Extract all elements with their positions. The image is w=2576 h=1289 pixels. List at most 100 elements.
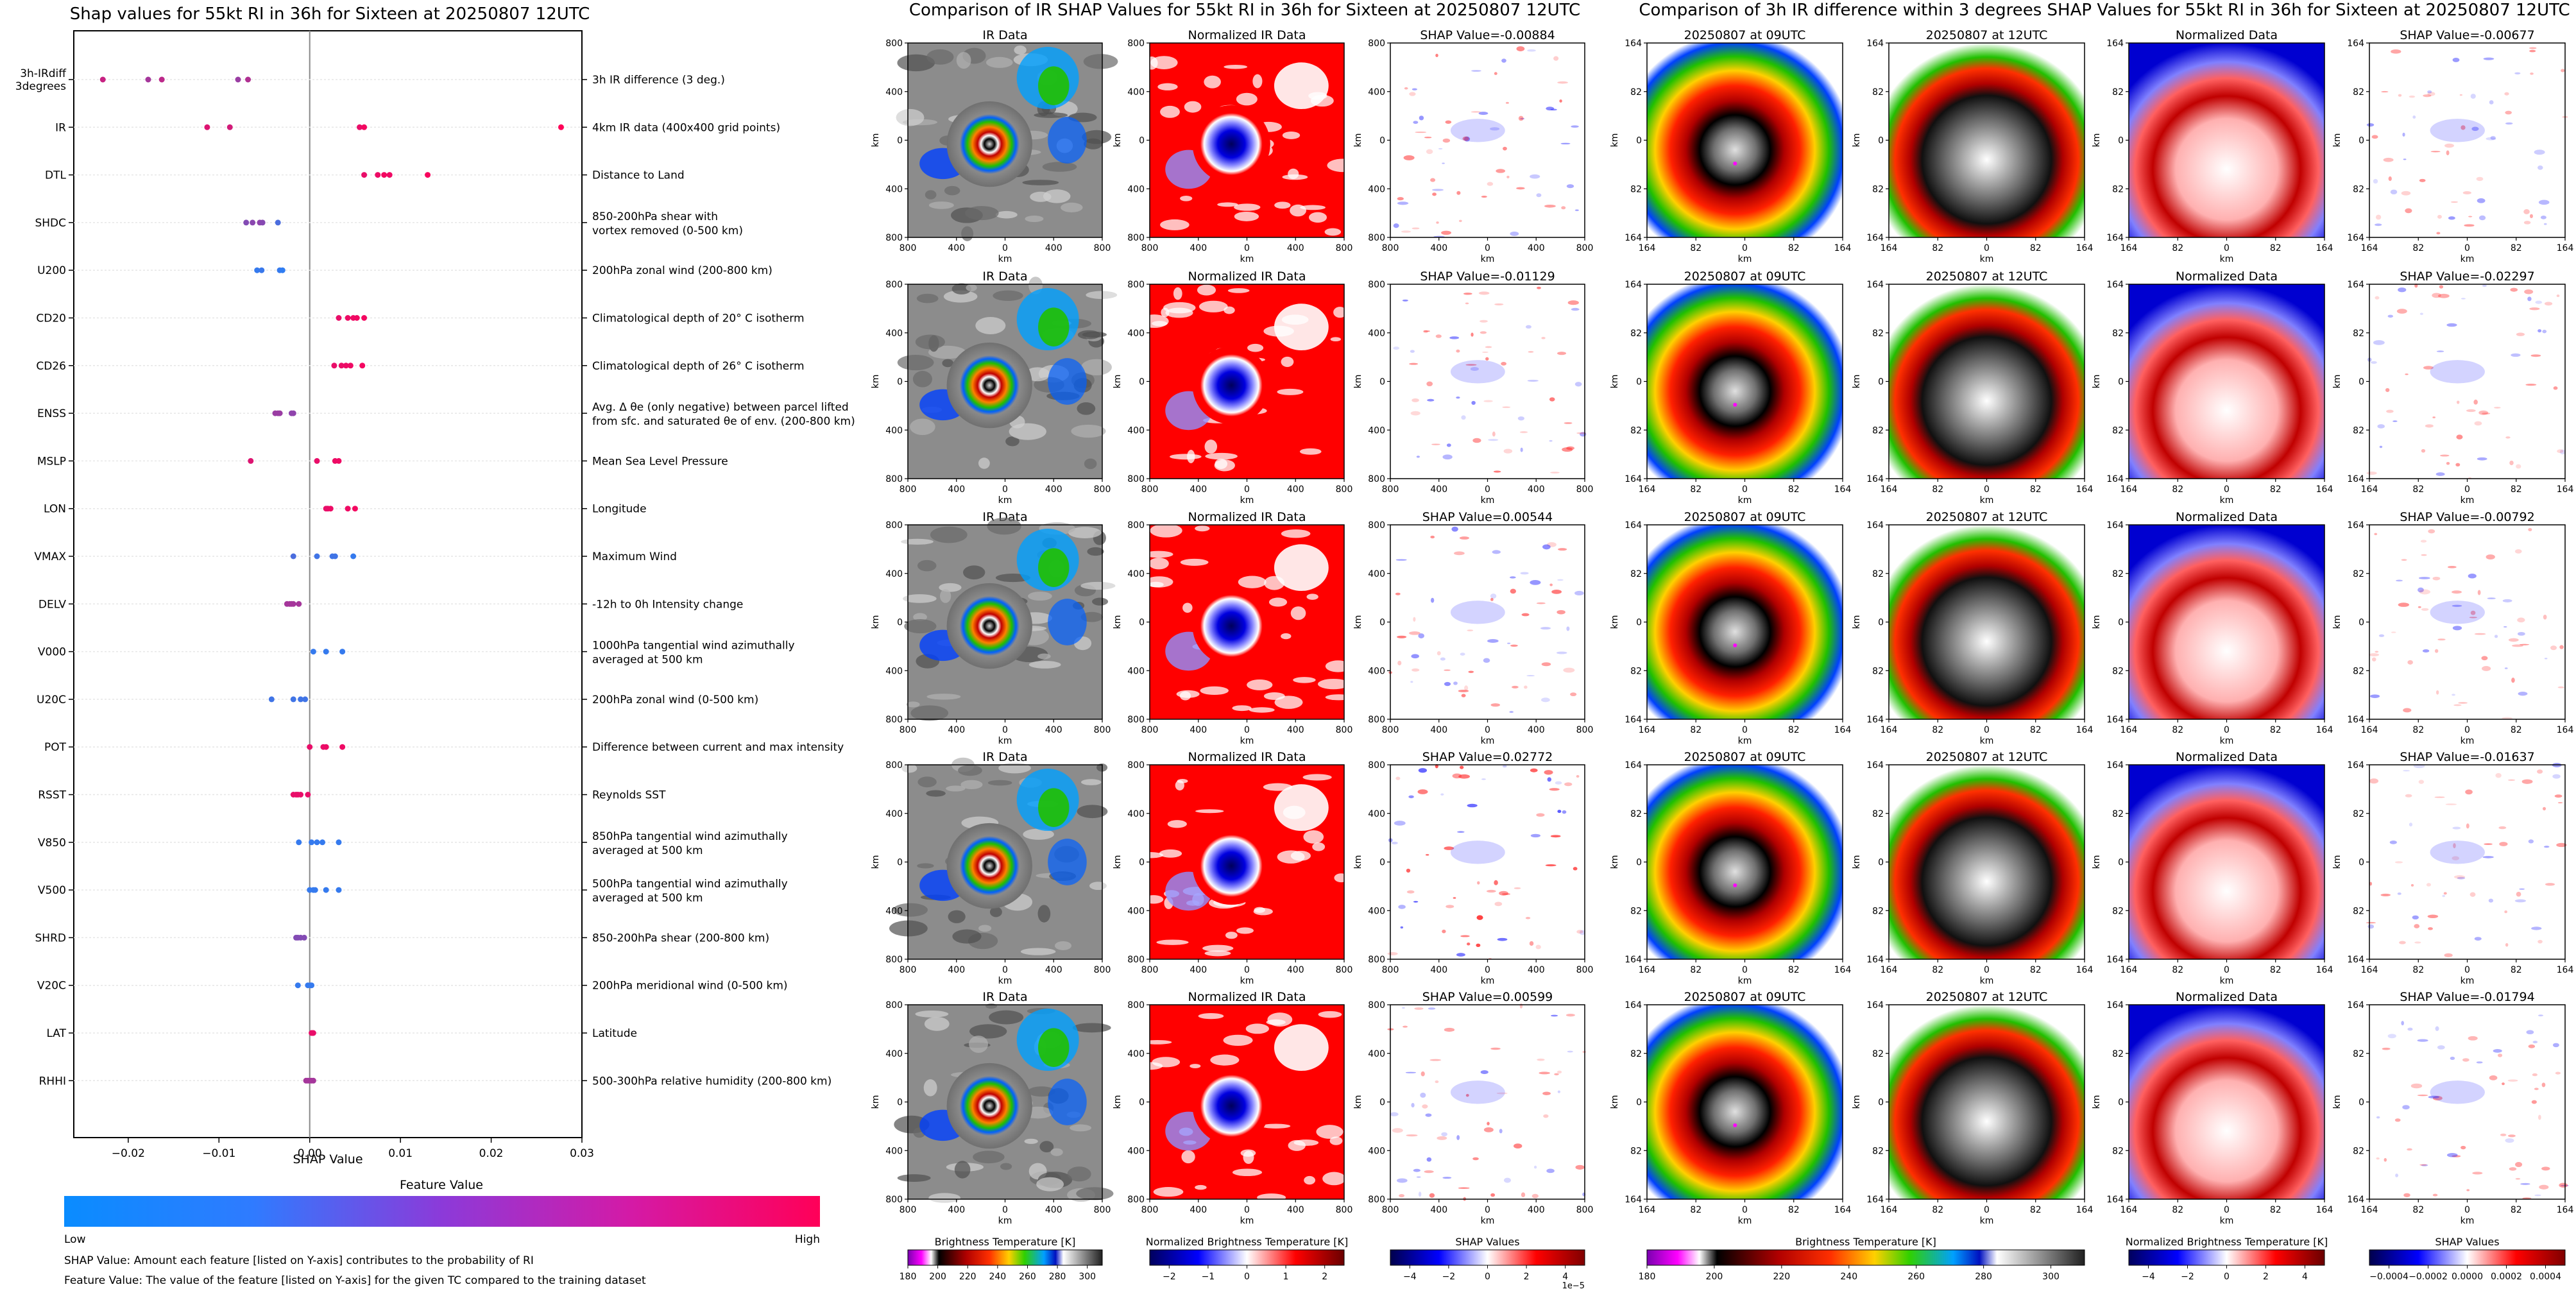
shap-point: [204, 124, 210, 130]
x-tick-label: 800: [1336, 1205, 1353, 1215]
y-tick-label: 82: [2112, 809, 2124, 819]
shap-speck: [2470, 94, 2476, 99]
norm-blob: [1304, 1175, 1316, 1185]
shap-point: [296, 839, 302, 846]
shap-speck: [2469, 617, 2477, 619]
y-tick-label: 164: [2106, 38, 2124, 49]
feature-description-label: 200hPa meridional wind (0-500 km): [592, 980, 788, 993]
shap-speck: [2466, 1189, 2470, 1191]
x-tick-label: 0: [1244, 1205, 1250, 1215]
shap-speck: [2519, 888, 2525, 890]
shap-speck: [2452, 1155, 2461, 1157]
shap-speck: [1414, 1007, 1424, 1010]
shap-speck: [1428, 1007, 1436, 1010]
shap-value-title: SHAP Value=0.00544: [1422, 510, 1553, 524]
shap-speck: [2557, 686, 2564, 688]
shap-speck: [1530, 174, 1540, 179]
subplot-image-group: [1889, 43, 2085, 237]
ir-diff-image: [2129, 1005, 2324, 1199]
norm-blob: [1327, 158, 1360, 173]
shap-speck: [2482, 666, 2491, 671]
shap-speck: [2477, 457, 2487, 461]
subplot-image-group: [1388, 525, 1585, 719]
y-tick-label: 0: [1379, 136, 1385, 146]
x-tick-label: 400: [1528, 725, 1545, 735]
shap-speck: [1482, 351, 1488, 354]
cloud-blob: [1022, 180, 1059, 185]
shap-speck: [1557, 810, 1562, 814]
shap-speck: [2455, 463, 2461, 467]
y-tick-label: 82: [1630, 1146, 1642, 1156]
shap-speck: [2389, 840, 2397, 844]
y-tick-label: 0: [2118, 618, 2124, 628]
x-tick-label: 0: [1485, 965, 1490, 975]
cloud-blob: [973, 1150, 1005, 1164]
x-tick-label: 164: [2120, 965, 2138, 975]
shap-speck: [2539, 1184, 2549, 1190]
norm-blob: [1195, 525, 1210, 532]
feature-code-label: DTL: [45, 169, 66, 182]
cloud-blob: [917, 776, 937, 788]
x-tick-label: 82: [2412, 243, 2424, 253]
shap-blob: [1450, 360, 1505, 384]
y-axis-label: km: [1852, 133, 1862, 148]
norm-blob: [1190, 1064, 1201, 1069]
y-tick-label: 82: [1630, 666, 1642, 676]
norm-blob: [1224, 64, 1248, 69]
shap-speck: [2375, 214, 2382, 220]
x-axis-label: km: [1481, 736, 1495, 746]
shap-speck: [1471, 111, 1481, 113]
y-tick-label: 800: [1127, 233, 1145, 243]
x-tick-label: 400: [1430, 725, 1447, 735]
x-axis-label: km: [2220, 254, 2234, 264]
norm-blob: [1267, 1012, 1293, 1027]
shap-speck: [2456, 400, 2460, 404]
y-tick-label: 82: [1872, 87, 1884, 98]
subplot-title: 20250807 at 09UTC: [1684, 510, 1806, 524]
subplot-title: Normalized IR Data: [1188, 990, 1306, 1004]
cloud-blob: [969, 1036, 989, 1053]
cloud-blob: [942, 359, 954, 368]
shap-point: [347, 363, 354, 369]
shap-speck: [1393, 346, 1400, 350]
shap-speck: [2462, 191, 2471, 195]
shap-speck: [1425, 854, 1429, 856]
x-tick-label: 164: [2076, 484, 2094, 495]
cloud-blob: [969, 1024, 1007, 1039]
norm-blob: [1234, 211, 1259, 221]
shap-speck: [2504, 667, 2508, 670]
ir-diff-image: [2129, 525, 2324, 719]
shap-speck: [2493, 407, 2501, 409]
shap-speck: [2425, 424, 2434, 428]
shap-speck: [1561, 206, 1566, 210]
shap-speck: [1550, 835, 1561, 838]
x-tick-label: 0: [1244, 243, 1250, 253]
cloud-blob: [1080, 581, 1116, 590]
cloud-blob: [960, 780, 983, 790]
shap-speck: [2394, 1118, 2401, 1122]
shap-speck: [1529, 941, 1534, 946]
cloud-blob: [913, 613, 927, 621]
shap-speck: [1399, 1193, 1405, 1198]
x-tick-label: 164: [1834, 965, 1852, 975]
y-tick-label: 0: [1636, 618, 1642, 628]
y-tick-label: 82: [2353, 425, 2364, 436]
feature-code-label: RSST: [38, 789, 66, 802]
norm-blob: [1247, 679, 1273, 690]
y-tick-label: 800: [1368, 760, 1385, 771]
shap-speck: [1480, 1070, 1488, 1074]
shap-speck: [2423, 94, 2432, 98]
shap-speck: [2471, 126, 2479, 132]
shap-speck: [2419, 589, 2431, 595]
y-tick-label: 400: [1368, 329, 1385, 339]
shap-speck: [2376, 1157, 2380, 1160]
shap-speck: [2476, 176, 2484, 182]
shap-speck: [1542, 1091, 1551, 1095]
subplot-image-group: [897, 277, 1118, 479]
shap-value-note: SHAP Value: Amount each feature [listed …: [64, 1254, 534, 1267]
shap-speck: [1536, 193, 1542, 198]
shap-speck: [2417, 1094, 2428, 1097]
shap-speck: [2421, 1164, 2428, 1166]
shap-speck: [1458, 774, 1471, 779]
norm-blob: [1224, 306, 1235, 314]
